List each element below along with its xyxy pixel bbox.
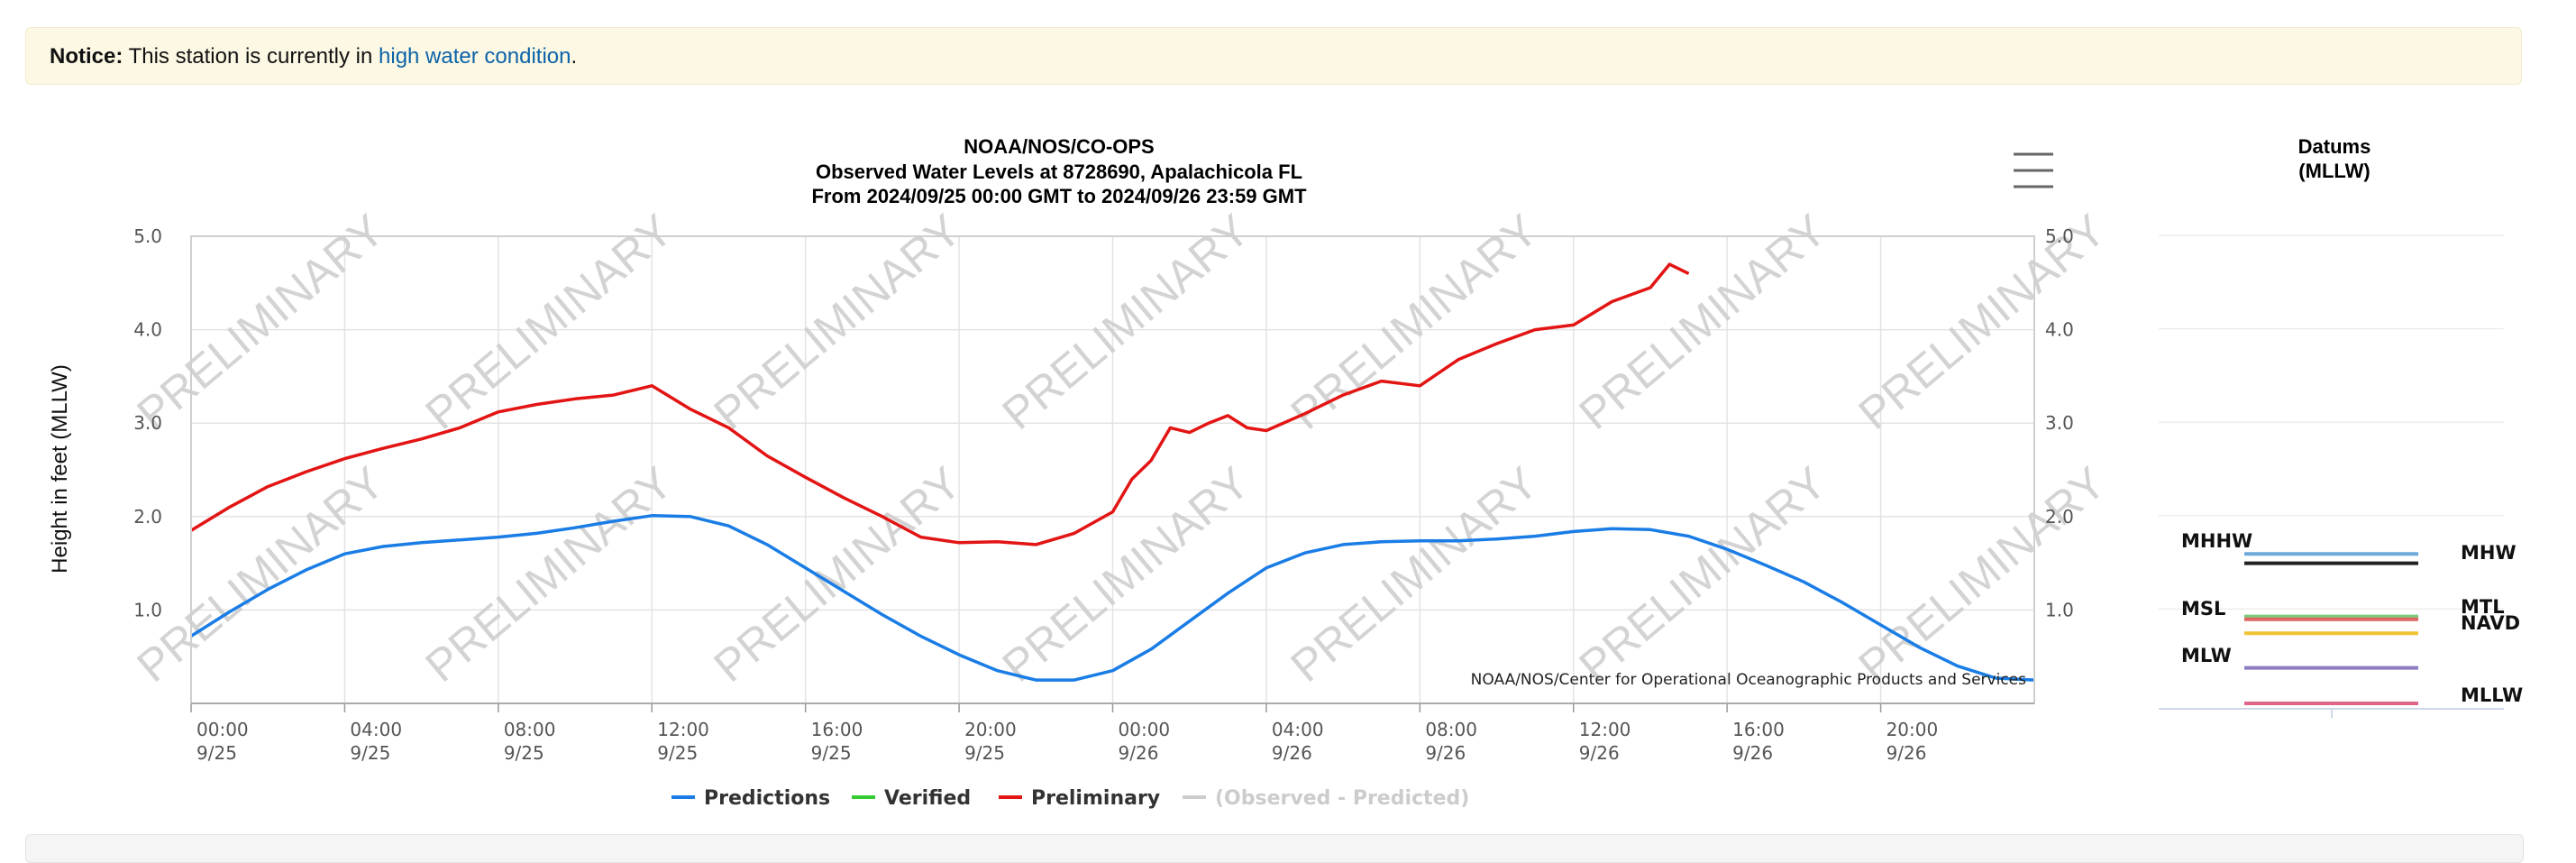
x-tick-time: 20:00 <box>964 719 1017 740</box>
chart-title: NOAA/NOS/CO-OPS <box>964 135 1154 158</box>
high-water-link[interactable]: high water condition <box>379 44 571 69</box>
y-tick-label-right: 2.0 <box>2045 506 2074 528</box>
x-tick-time: 16:00 <box>1732 719 1785 740</box>
watermark-text: PRELIMINARY <box>705 457 971 692</box>
watermark-layer: PRELIMINARY PRELIMINARY PRELIMINARY PRELIMI… <box>128 205 2115 692</box>
x-tick-time: 16:00 <box>811 719 863 740</box>
watermark-text: PRELIMINARY <box>1282 457 1548 692</box>
y-tick-label-left: 5.0 <box>133 225 162 247</box>
y-axis-label: Height in feet (MLLW) <box>48 364 72 574</box>
x-tick-date: 9/26 <box>1119 742 1159 764</box>
legend-label: Preliminary <box>1031 787 1160 810</box>
x-tick-time: 00:00 <box>196 719 249 740</box>
x-tick-date: 9/26 <box>1579 742 1620 764</box>
chart-subtitle-1: Observed Water Levels at 8728690, Apalac… <box>816 161 1302 183</box>
x-tick-time: 00:00 <box>1119 719 1171 740</box>
datums-title: Datums <box>2298 135 2371 158</box>
series-line-preliminary <box>190 262 1690 546</box>
x-tick-date: 9/25 <box>504 742 544 764</box>
notice-text: This station is currently in <box>128 44 373 69</box>
y-tick-label-right: 3.0 <box>2045 412 2074 434</box>
watermark-text: PRELIMINARY <box>1570 205 1836 439</box>
watermark-text: PRELIMINARY <box>1570 457 1836 692</box>
watermark-text: PRELIMINARY <box>993 205 1259 439</box>
chart-legend: Predictions Verified Preliminary (Observed … <box>671 787 1469 810</box>
watermark-text: PRELIMINARY <box>416 457 682 692</box>
datum-label-mllw: MLLW <box>2461 684 2523 706</box>
x-tick-date: 9/25 <box>196 742 237 764</box>
x-tick-time: 04:00 <box>350 719 402 740</box>
y-tick-label-left: 4.0 <box>133 319 162 341</box>
x-tick-date: 9/26 <box>1425 742 1466 764</box>
datum-label-navd: NAVD <box>2461 612 2520 634</box>
watermark-text: PRELIMINARY <box>1850 205 2115 439</box>
y-tick-label-right: 1.0 <box>2045 599 2074 620</box>
x-tick-date: 9/26 <box>1886 742 1927 764</box>
series-line-predictions <box>190 514 2035 682</box>
datum-label-mhhw: MHHW <box>2181 530 2252 552</box>
x-tick-time: 12:00 <box>1579 719 1631 740</box>
legend-label: Predictions <box>704 787 830 810</box>
y-tick-label-left: 2.0 <box>133 506 162 528</box>
x-tick-date: 9/25 <box>350 742 390 764</box>
x-tick-time: 08:00 <box>1425 719 1477 740</box>
notice-end: . <box>571 44 578 69</box>
bottom-panel <box>25 834 2524 863</box>
datum-label-mtl: MTL <box>2461 596 2505 618</box>
x-tick-time: 12:00 <box>657 719 709 740</box>
axes-layer: 1.0 1.02.0 2.03.0 3.04.0 4.05.0 5.000:009/250… <box>133 225 2074 764</box>
chart-credit: NOAA/NOS/Center for Operational Oceanogr… <box>1471 671 2026 689</box>
x-tick-date: 9/25 <box>657 742 698 764</box>
watermark-text: PRELIMINARY <box>128 205 394 439</box>
legend-label: Verified <box>884 787 971 810</box>
chart-subtitle-2: From 2024/09/25 00:00 GMT to 2024/09/26 … <box>811 185 1307 207</box>
datum-label-mlw: MLW <box>2181 645 2232 666</box>
notice-banner: Notice: This station is currently in hig… <box>25 27 2522 85</box>
x-tick-time: 04:00 <box>1272 719 1324 740</box>
x-tick-date: 9/25 <box>811 742 852 764</box>
series-layer <box>190 262 2035 682</box>
notice-label: Notice: <box>50 44 123 69</box>
datum-label-msl: MSL <box>2181 598 2225 620</box>
datum-label-mhw: MHW <box>2461 542 2517 564</box>
legend-label: (Observed - Predicted) <box>1215 787 1469 810</box>
y-tick-label-right: 5.0 <box>2045 225 2074 247</box>
x-tick-date: 9/25 <box>964 742 1005 764</box>
x-tick-date: 9/26 <box>1732 742 1773 764</box>
watermark-text: PRELIMINARY <box>1850 457 2115 692</box>
y-tick-label-left: 3.0 <box>133 412 162 434</box>
y-tick-label-left: 1.0 <box>133 599 162 620</box>
datums-subtitle: (MLLW) <box>2298 160 2370 182</box>
x-tick-date: 9/26 <box>1272 742 1312 764</box>
x-tick-time: 08:00 <box>504 719 556 740</box>
hamburger-menu-icon[interactable] <box>2010 149 2055 194</box>
watermark-text: PRELIMINARY <box>705 205 971 439</box>
x-tick-time: 20:00 <box>1886 719 1939 740</box>
y-tick-label-right: 4.0 <box>2045 319 2074 341</box>
